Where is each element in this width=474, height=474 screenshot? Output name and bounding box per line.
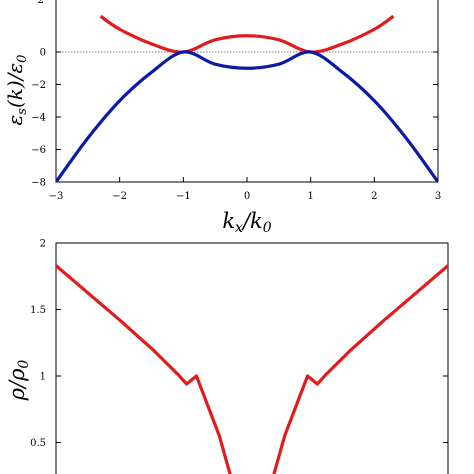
x-tick-label: −3 <box>49 191 64 202</box>
bottom-plot-frame <box>55 242 449 474</box>
x-tick-label: 0 <box>244 191 250 202</box>
y-tick-label: −2 <box>31 80 46 91</box>
series-blue-line <box>56 50 438 182</box>
bottom-series <box>56 264 448 474</box>
y-tick-label: −8 <box>31 178 46 189</box>
bottom-y-ticks: 0.5 1 1.5 2 <box>30 239 448 449</box>
x-tick-label: 3 <box>435 191 441 202</box>
y-tick-label: 0.5 <box>30 438 46 449</box>
x-tick-label: −1 <box>176 191 191 202</box>
series-red-line <box>56 264 448 474</box>
y-tick-label: 1.5 <box>30 305 46 316</box>
top-x-ticks: −3 −2 −1 0 1 2 3 <box>49 177 441 202</box>
y-tick-label: 1 <box>40 372 46 383</box>
x-tick-label: 2 <box>371 191 377 202</box>
bottom-y-axis-label: ρ/ρ0 <box>5 360 32 402</box>
series-red-line <box>99 14 395 54</box>
y-tick-label: −4 <box>31 113 46 124</box>
top-y-ticks: −8 −6 −4 −2 0 <box>31 48 438 189</box>
top-y-axis-label: εs(k)/ε0 <box>3 55 30 126</box>
y-tick-label: 2 <box>40 239 46 250</box>
y-tick-label: −6 <box>31 145 46 156</box>
x-tick-label: 1 <box>307 191 313 202</box>
top-series <box>56 14 438 182</box>
top-panel: −3 −2 −1 0 1 2 3 −8 −6 −4 −2 0 2 kx/k0 εs(k)/ε0 <box>3 0 441 236</box>
y-tick-label: 0 <box>40 48 46 59</box>
top-y-partial-tick-label: 2 <box>38 0 44 6</box>
top-plot-frame <box>55 0 439 183</box>
top-x-axis-label: kx/k0 <box>222 209 271 236</box>
bottom-panel: 0.5 1 1.5 2 ρ/ρ0 <box>5 239 449 474</box>
x-tick-label: −2 <box>112 191 127 202</box>
